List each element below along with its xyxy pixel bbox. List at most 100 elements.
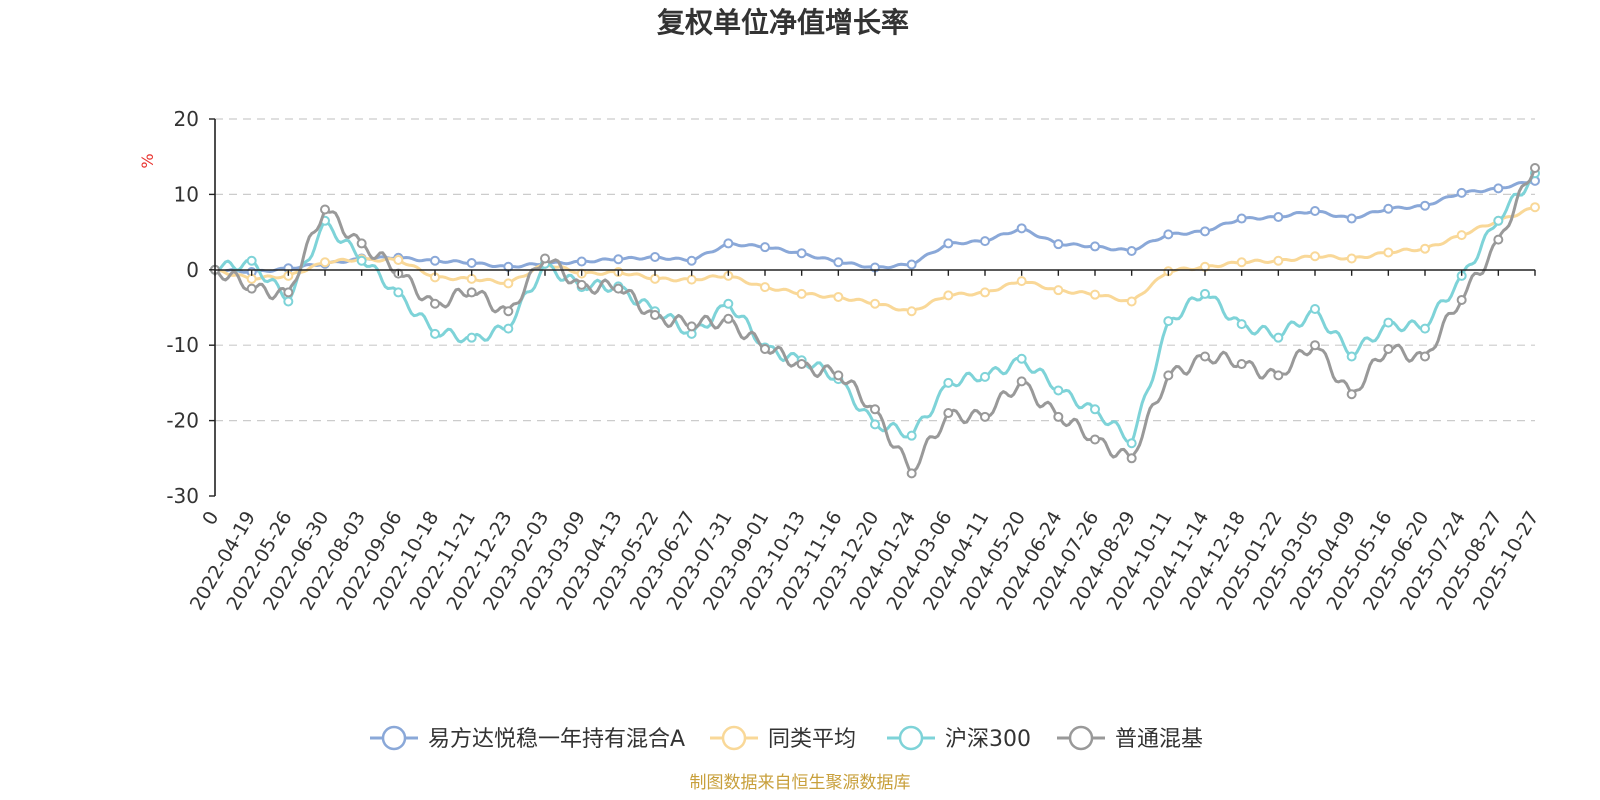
legend-item[interactable]: 同类平均 [710, 725, 856, 752]
data-point [1456, 230, 1467, 241]
data-point [1273, 255, 1284, 266]
data-point [943, 377, 954, 388]
data-point [1346, 213, 1357, 224]
data-point [1200, 351, 1210, 362]
data-point [833, 291, 844, 302]
data-point [246, 273, 257, 284]
data-point [723, 298, 734, 309]
data-point [1090, 434, 1100, 445]
data-point [1273, 370, 1284, 381]
data-point [906, 430, 917, 441]
legend-label: 普通混基 [1115, 727, 1203, 752]
data-point [1273, 332, 1284, 343]
data-point [576, 256, 587, 267]
y-tick-label: -20 [166, 409, 199, 433]
data-point [1126, 245, 1137, 256]
data-point [430, 328, 440, 339]
data-point [1346, 253, 1357, 264]
y-tick-labels: 20 10 0 -10 -20 -30 [166, 107, 215, 508]
data-point [650, 310, 660, 321]
data-point [1236, 213, 1247, 224]
data-point [943, 408, 954, 419]
data-point [1126, 438, 1137, 449]
data-point [430, 255, 440, 266]
data-point [1456, 294, 1467, 305]
y-tick-label: 0 [186, 258, 199, 282]
legend-item[interactable]: 易方达悦稳一年持有混合A [370, 725, 685, 752]
data-point [650, 273, 660, 284]
data-point [1236, 319, 1247, 330]
data-point [1016, 223, 1027, 234]
data-point [906, 468, 917, 479]
data-point [1200, 288, 1210, 299]
data-point [906, 259, 917, 270]
data-point [283, 296, 294, 307]
data-point [1236, 359, 1247, 370]
data-point [246, 255, 257, 266]
data-source-note: 制图数据来自恒生聚源数据库 [690, 773, 911, 793]
data-point [1236, 257, 1247, 268]
data-point [1053, 385, 1064, 396]
data-point [393, 287, 404, 298]
data-point [943, 238, 954, 249]
data-point [1163, 229, 1174, 240]
data-point [1420, 200, 1430, 211]
legend-item[interactable]: 沪深300 [887, 725, 1031, 752]
data-point [943, 290, 954, 301]
legend-item[interactable]: 普通混基 [1057, 725, 1203, 752]
legend-label: 同类平均 [768, 727, 856, 752]
data-point [1053, 285, 1064, 296]
data-point [1126, 453, 1137, 464]
data-point [686, 321, 697, 332]
data-point [1420, 351, 1430, 362]
data-point [1493, 215, 1504, 226]
data-point [576, 279, 587, 290]
data-point [870, 404, 880, 415]
data-point [1383, 317, 1394, 328]
data-point [906, 306, 917, 317]
y-tick-label: 20 [174, 107, 199, 131]
legend-swatch-circle [898, 725, 924, 751]
data-point [1346, 389, 1357, 400]
data-point [980, 287, 990, 298]
data-point [1383, 343, 1394, 354]
legend-swatch-circle [721, 725, 747, 751]
data-point [1163, 370, 1174, 381]
data-point [1420, 323, 1430, 334]
data-point [796, 248, 807, 259]
data-point [1016, 376, 1027, 387]
data-point [1016, 276, 1027, 287]
data-point [723, 238, 734, 249]
data-point [503, 278, 514, 289]
data-point [503, 323, 514, 334]
data-point [466, 273, 477, 284]
data-point [686, 255, 697, 266]
legend-swatch-circle [381, 725, 407, 751]
data-point [1456, 187, 1467, 198]
legend-swatch-circle [1068, 725, 1094, 751]
data-point [466, 332, 477, 343]
data-point [1090, 289, 1100, 300]
data-point [796, 359, 807, 370]
data-point [1053, 411, 1064, 422]
data-point [320, 204, 330, 215]
data-point [760, 242, 770, 253]
y-tick-label: -30 [166, 484, 199, 508]
data-point [1090, 404, 1100, 415]
data-point [1420, 243, 1430, 254]
data-point [1163, 316, 1174, 327]
data-point [356, 255, 367, 266]
data-point [1310, 205, 1320, 216]
legend[interactable]: 易方达悦稳一年持有混合A 同类平均 沪深300 普通混基 [370, 725, 1203, 752]
data-point [613, 283, 624, 294]
series-lines [210, 163, 1540, 479]
data-point [1493, 183, 1504, 194]
data-point [980, 371, 990, 382]
data-point [1016, 353, 1027, 364]
data-point [1310, 304, 1320, 315]
data-point [503, 306, 514, 317]
data-point [1090, 241, 1100, 252]
data-point [246, 283, 257, 294]
data-point [1273, 212, 1284, 223]
data-point [1126, 296, 1137, 307]
